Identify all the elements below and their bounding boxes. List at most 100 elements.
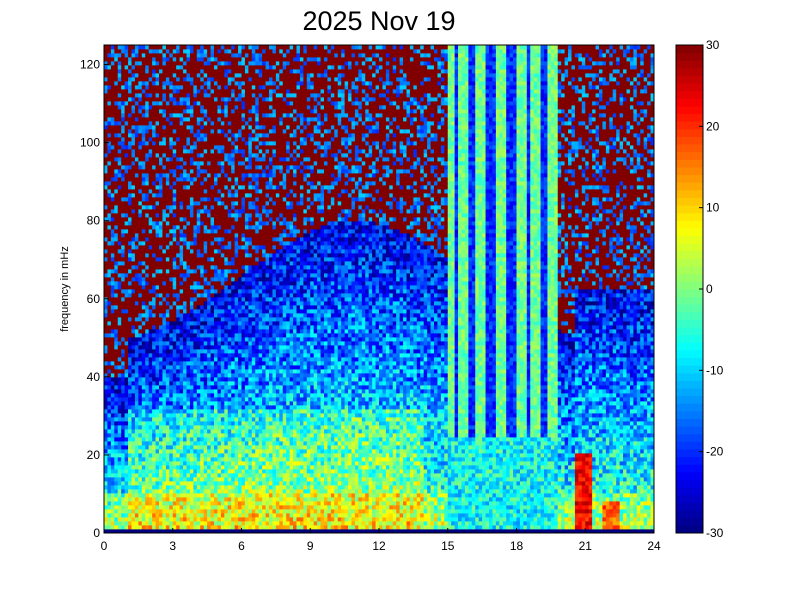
heatmap-cell	[162, 441, 167, 446]
heatmap-cell	[128, 381, 132, 386]
heatmap-cell	[186, 229, 191, 234]
heatmap-cell	[220, 261, 225, 266]
heatmap-cell	[145, 489, 150, 494]
heatmap-cell	[162, 101, 167, 106]
heatmap-cell	[220, 213, 225, 218]
heatmap-cell	[179, 385, 184, 390]
heatmap-cell	[186, 113, 191, 118]
heatmap-cell	[172, 93, 177, 98]
heatmap-cell	[234, 329, 239, 334]
heatmap-cell	[128, 373, 132, 378]
heatmap-cell	[141, 389, 146, 394]
heatmap-cell	[128, 53, 132, 58]
heatmap-cell	[114, 117, 119, 122]
heatmap-cell	[193, 333, 198, 338]
heatmap-cell	[231, 489, 236, 494]
heatmap-cell	[152, 485, 156, 490]
heatmap-cell	[234, 233, 239, 238]
heatmap-cell	[138, 457, 143, 462]
heatmap-cell	[110, 229, 115, 234]
heatmap-cell	[217, 321, 222, 326]
heatmap-cell	[110, 197, 115, 202]
heatmap-cell	[241, 157, 246, 162]
heatmap-cell	[238, 81, 242, 86]
heatmap-cell	[141, 109, 146, 114]
heatmap-cell	[186, 193, 191, 198]
heatmap-cell	[196, 273, 201, 278]
heatmap-cell	[169, 129, 174, 134]
heatmap-cell	[234, 333, 239, 338]
heatmap-cell	[169, 409, 174, 414]
heatmap-cell	[172, 233, 177, 238]
heatmap-cell	[189, 477, 194, 482]
heatmap-cell	[210, 137, 215, 142]
heatmap-cell	[117, 489, 122, 494]
heatmap-cell	[165, 161, 170, 166]
heatmap-cell	[193, 485, 198, 490]
heatmap-cell	[179, 169, 184, 174]
heatmap-cell	[162, 257, 167, 262]
heatmap-cell	[162, 281, 167, 286]
heatmap-cell	[189, 369, 194, 374]
heatmap-cell	[189, 117, 194, 122]
heatmap-cell	[224, 325, 229, 330]
heatmap-cell	[107, 81, 112, 86]
heatmap-cell	[196, 301, 201, 306]
heatmap-cell	[234, 133, 239, 138]
heatmap-cell	[114, 345, 119, 350]
heatmap-cell	[121, 185, 126, 190]
heatmap-cell	[193, 425, 198, 430]
heatmap-cell	[131, 161, 136, 166]
heatmap-cell	[220, 465, 225, 470]
heatmap-cell	[162, 273, 167, 278]
heatmap-cell	[124, 253, 129, 258]
heatmap-cell	[196, 473, 201, 478]
heatmap-cell	[224, 185, 229, 190]
heatmap-cell	[172, 57, 177, 62]
heatmap-cell	[169, 209, 174, 214]
heatmap-cell	[238, 97, 242, 102]
heatmap-cell	[186, 105, 191, 110]
heatmap-cell	[145, 445, 150, 450]
heatmap-cell	[179, 453, 184, 458]
heatmap-cell	[104, 361, 108, 366]
heatmap-cell	[128, 405, 132, 410]
heatmap-cell	[189, 197, 194, 202]
heatmap-cell	[231, 433, 236, 438]
heatmap-cell	[155, 409, 160, 414]
heatmap-cell	[162, 153, 167, 158]
heatmap-cell	[165, 241, 170, 246]
heatmap-cell	[162, 161, 167, 166]
heatmap-cell	[145, 217, 150, 222]
heatmap-cell	[172, 121, 177, 126]
heatmap-cell	[196, 269, 201, 274]
heatmap-cell	[141, 413, 146, 418]
heatmap-cell	[152, 313, 156, 318]
heatmap-cell	[138, 221, 143, 226]
heatmap-cell	[145, 205, 150, 210]
heatmap-cell	[238, 357, 242, 362]
heatmap-cell	[110, 521, 115, 526]
heatmap-cell	[148, 169, 153, 174]
heatmap-cell	[238, 381, 242, 386]
heatmap-cell	[224, 181, 229, 186]
heatmap-cell	[159, 509, 163, 514]
heatmap-cell	[152, 193, 156, 198]
heatmap-cell	[121, 329, 126, 334]
heatmap-cell	[131, 357, 136, 362]
heatmap-cell	[203, 481, 208, 486]
heatmap-cell	[200, 161, 205, 166]
heatmap-cell	[169, 369, 174, 374]
heatmap-cell	[110, 189, 115, 194]
heatmap-cell	[186, 373, 191, 378]
heatmap-cell	[176, 225, 181, 230]
heatmap-cell	[227, 421, 232, 426]
heatmap-cell	[114, 401, 119, 406]
heatmap-cell	[104, 365, 108, 370]
heatmap-cell	[231, 337, 236, 342]
heatmap-cell	[138, 285, 143, 290]
heatmap-cell	[131, 201, 136, 206]
heatmap-cell	[203, 349, 208, 354]
heatmap-cell	[220, 285, 225, 290]
heatmap-cell	[121, 93, 126, 98]
